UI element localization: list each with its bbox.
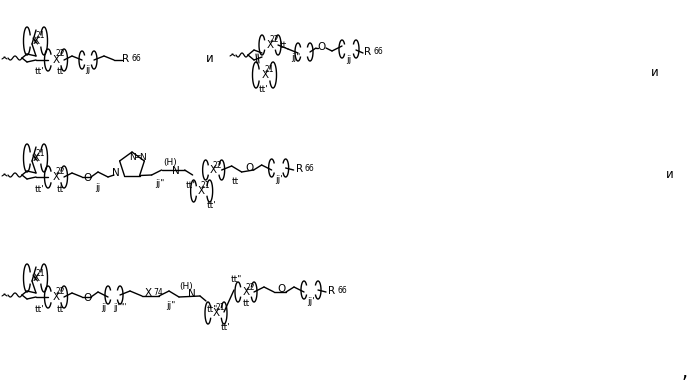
Text: jj': jj': [307, 296, 315, 305]
Text: X: X: [212, 308, 219, 318]
Text: 21: 21: [215, 303, 225, 313]
Text: X: X: [266, 40, 273, 50]
Text: 74: 74: [153, 288, 163, 297]
Text: X: X: [32, 273, 40, 283]
Text: X: X: [32, 36, 40, 46]
Text: R: R: [296, 164, 303, 174]
Text: 22: 22: [213, 161, 222, 169]
Text: jj: jj: [95, 183, 101, 191]
Text: tt: tt: [57, 305, 64, 313]
Text: jj": jj": [291, 52, 301, 61]
Text: tt": tt": [186, 181, 197, 190]
Text: (H): (H): [179, 281, 193, 291]
Text: 22: 22: [55, 166, 65, 176]
Text: jj": jj": [155, 178, 164, 188]
Text: и: и: [651, 66, 659, 78]
Text: tt': tt': [35, 68, 45, 76]
Text: X: X: [32, 153, 40, 163]
Text: O: O: [83, 173, 91, 183]
Text: tt: tt: [243, 298, 250, 308]
Text: jj": jj": [166, 301, 175, 310]
Text: O: O: [278, 284, 286, 294]
Text: 66: 66: [305, 164, 315, 173]
Text: 21: 21: [35, 269, 45, 278]
Text: и: и: [206, 51, 214, 64]
Text: tt': tt': [35, 305, 45, 313]
Text: 21: 21: [201, 181, 210, 191]
Text: X: X: [243, 287, 250, 297]
Text: N: N: [172, 166, 180, 176]
Text: 22: 22: [55, 49, 65, 59]
Text: jj': jj': [275, 174, 282, 183]
Text: O: O: [83, 293, 91, 303]
Text: 66: 66: [131, 54, 140, 63]
Text: tt: tt: [57, 185, 64, 193]
Text: X: X: [52, 172, 59, 182]
Text: 21: 21: [35, 149, 45, 157]
Text: tt: tt: [280, 41, 287, 49]
Text: 21: 21: [35, 32, 45, 41]
Text: и: и: [666, 169, 674, 181]
Text: X: X: [52, 55, 59, 65]
Text: X: X: [261, 70, 268, 80]
Text: tt: tt: [57, 68, 64, 76]
Text: 66: 66: [373, 47, 383, 56]
Text: jj: jj: [101, 303, 107, 312]
Text: N: N: [129, 152, 136, 161]
Text: 22: 22: [55, 286, 65, 296]
Text: tt": tt": [206, 305, 217, 315]
Text: tt': tt': [221, 322, 231, 332]
Text: jj""': jj""': [113, 303, 127, 312]
Text: ,: ,: [682, 362, 688, 381]
Text: N: N: [112, 168, 120, 178]
Text: tt: tt: [232, 176, 239, 186]
Text: X: X: [52, 292, 59, 302]
Text: X: X: [198, 186, 206, 196]
Text: N: N: [138, 152, 145, 161]
Text: 21: 21: [264, 66, 274, 74]
Text: R: R: [364, 47, 372, 57]
Text: 66: 66: [337, 286, 347, 295]
Text: =: =: [134, 152, 140, 161]
Text: 22: 22: [269, 36, 279, 44]
Text: jj: jj: [85, 66, 91, 74]
Text: O: O: [245, 163, 254, 173]
Text: 22: 22: [245, 283, 254, 291]
Text: jj: jj: [347, 54, 352, 64]
Text: X: X: [210, 165, 217, 175]
Text: tt': tt': [207, 200, 217, 210]
Text: N: N: [188, 289, 196, 299]
Text: tt': tt': [259, 86, 269, 95]
Text: tt': tt': [35, 185, 45, 193]
Text: R: R: [329, 286, 336, 296]
Text: tt": tt": [230, 276, 242, 284]
Text: X: X: [145, 288, 152, 298]
Text: R: R: [122, 54, 129, 64]
Text: (H): (H): [163, 159, 177, 168]
Text: O: O: [318, 42, 326, 52]
